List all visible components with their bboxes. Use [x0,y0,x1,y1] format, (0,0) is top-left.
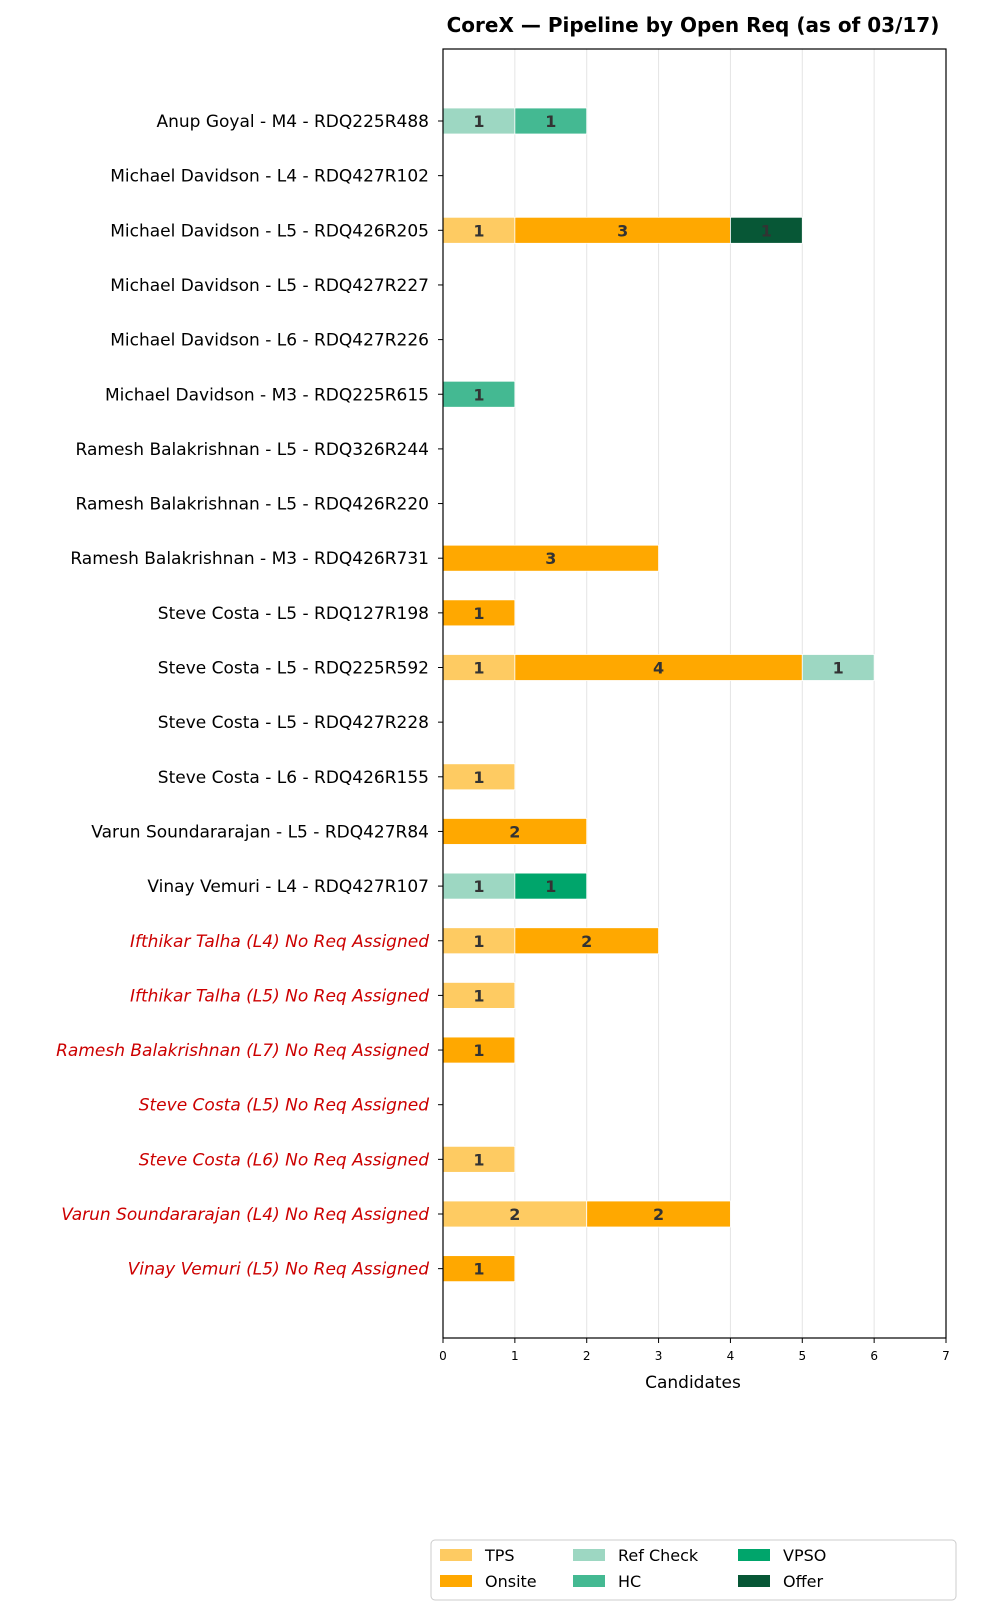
bar-segment [442,380,516,408]
bar-segment [442,654,516,681]
bar-value-label: 2 [509,822,520,841]
bar-segment [442,1200,588,1228]
legend-box [430,1539,957,1601]
chart-title: CoreX — Pipeline by Open Req (as of 03/1… [447,13,940,37]
bar-segment [514,216,731,244]
legend-label: HC [618,1572,641,1591]
bar-segment [514,872,588,900]
bar-value-label: 2 [581,932,592,951]
y-tick-label: Michael Davidson - L6 - RDQ427R226 [110,331,429,351]
y-tick-label: Steve Costa - L5 - RDQ427R228 [158,713,429,733]
bar-segment [442,599,516,627]
bar-value-label: 1 [473,604,484,623]
bar-value-label: 1 [473,877,484,896]
legend-swatch [738,1575,770,1587]
x-tick-label: 7 [942,1349,950,1363]
y-tick-label: Steve Costa (L6) No Req Assigned [139,1150,429,1170]
bar-segment [514,654,803,681]
bar-value-label: 1 [473,1041,484,1060]
y-tick-label: Ramesh Balakrishnan - M3 - RDQ426R731 [70,549,429,569]
y-tick-label: Ramesh Balakrishnan (L7) No Req Assigned [56,1041,429,1061]
bar-segment [442,544,659,572]
bar-value-label: 1 [473,932,484,951]
bar-value-label: 1 [473,112,484,131]
bar-value-label: 1 [473,768,484,787]
legend-swatch [573,1575,605,1587]
legend-label: VPSO [783,1546,826,1565]
bar-segment [730,216,803,244]
legend-swatch [573,1549,605,1561]
x-axis: 0 1 2 3 4 5 6 7 [439,48,950,1363]
y-tick-label: Steve Costa - L5 - RDQ127R198 [158,604,429,624]
bar-value-label: 1 [761,221,772,240]
y-tick-label: Michael Davidson - M3 - RDQ225R615 [105,385,429,405]
bar-segment [442,982,516,1009]
y-tick-label: Ifthikar Talha (L4) No Req Assigned [130,932,429,952]
bar-segment [442,872,516,900]
plot-frame [442,48,947,1339]
legend-label: TPS [484,1546,515,1565]
x-tick-label: 3 [655,1349,663,1363]
legend-label: Offer [783,1572,823,1591]
legend-swatch [440,1549,472,1561]
y-tick-label: Anup Goyal - M4 - RDQ225R488 [156,112,429,132]
x-tick-label: 6 [870,1349,878,1363]
bar-value-label: 1 [473,659,484,678]
bar-value-label: 1 [473,221,484,240]
bar-value-label: 3 [617,221,628,240]
bar-value-label: 1 [473,385,484,404]
legend: TPS Onsite Ref Check HC VPSO Offer [430,1539,957,1601]
x-axis-label: Candidates [645,1373,741,1393]
y-tick-label: Steve Costa - L5 - RDQ225R592 [158,659,429,679]
y-tick-label: Michael Davidson - L5 - RDQ427R227 [110,276,429,296]
bar-segment [586,1200,731,1228]
bar-segment [442,763,516,791]
y-tick-label: Ifthikar Talha (L5) No Req Assigned [130,986,429,1006]
x-tick-label: 0 [439,1349,447,1363]
bar-value-label: 3 [545,549,556,568]
bar-value-label: 1 [545,877,556,896]
bar-value-label: 2 [509,1205,520,1224]
y-tick-label: Ramesh Balakrishnan - L5 - RDQ426R220 [76,495,429,515]
bar-value-label: 1 [473,1260,484,1279]
y-tick-label: Vinay Vemuri - L4 - RDQ427R107 [147,877,429,897]
legend-label: Ref Check [618,1546,699,1565]
y-tick-label: Michael Davidson - L5 - RDQ426R205 [110,221,429,241]
bar-segment [514,107,588,135]
x-tick-label: 5 [798,1349,806,1363]
x-tick-label: 2 [583,1349,591,1363]
y-tick-label: Ramesh Balakrishnan - L5 - RDQ326R244 [76,440,429,460]
gridlines [514,49,875,1338]
bar-value-label: 2 [653,1205,664,1224]
bar-segment [801,654,875,681]
bar-segment [442,1145,516,1173]
x-tick-label: 1 [511,1349,519,1363]
bars [442,107,875,1283]
bar-segment [514,927,659,955]
y-tick-label: Varun Soundararajan (L4) No Req Assigned [61,1205,429,1225]
bar-value-label: 1 [473,986,484,1005]
bar-labels: 1 1 1 3 1 1 3 1 1 4 1 1 2 1 1 1 2 1 1 1 2 2 1 [473,112,843,1279]
bar-segment [442,1036,516,1064]
bar-value-label: 1 [545,112,556,131]
bar-segment [442,818,588,845]
y-tick-label: Steve Costa (L5) No Req Assigned [139,1096,429,1116]
bar-value-label: 4 [653,659,664,678]
bar-value-label: 1 [473,1150,484,1169]
legend-swatch [738,1549,770,1561]
y-tick-label: Michael Davidson - L4 - RDQ427R102 [110,167,429,187]
legend-swatch [440,1575,472,1587]
y-tick-label: Varun Soundararajan - L5 - RDQ427R84 [91,822,429,842]
y-tick-label: Steve Costa - L6 - RDQ426R155 [158,768,429,788]
legend-label: Onsite [485,1572,537,1591]
bar-value-label: 1 [833,659,844,678]
bar-segment [442,107,516,135]
x-tick-label: 4 [727,1349,735,1363]
y-axis-labels: Anup Goyal - M4 - RDQ225R488 Michael Davi… [56,112,443,1280]
y-tick-label: Vinay Vemuri (L5) No Req Assigned [128,1260,430,1280]
